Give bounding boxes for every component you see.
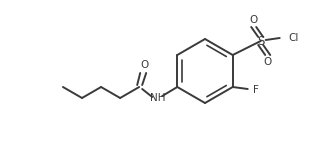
Text: O: O	[140, 60, 148, 70]
Text: S: S	[257, 35, 264, 48]
Text: Cl: Cl	[289, 33, 299, 43]
Text: NH: NH	[151, 93, 166, 103]
Text: O: O	[250, 15, 258, 25]
Text: O: O	[264, 57, 272, 67]
Text: F: F	[253, 85, 259, 95]
